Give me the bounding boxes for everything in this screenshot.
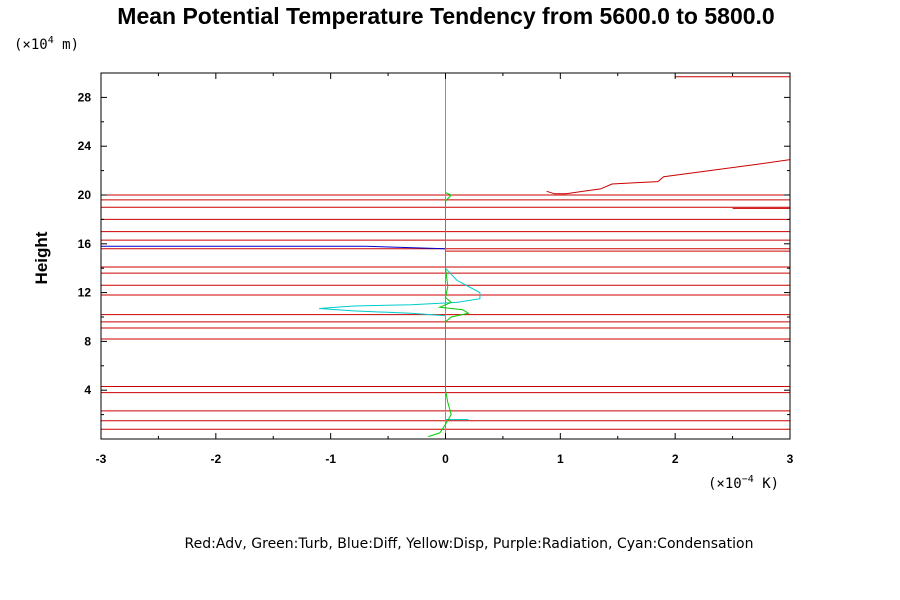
y-tick-label: 20 xyxy=(78,188,92,202)
chart-title: Mean Potential Temperature Tendency from… xyxy=(117,3,774,29)
y-axis-label: Height xyxy=(32,231,51,284)
x-tick-label: 0 xyxy=(442,452,449,466)
y-tick-label: 24 xyxy=(78,139,92,153)
x-unit-label: (×10−4 K) xyxy=(708,474,779,492)
x-unit-exponent: −4 xyxy=(742,474,754,485)
series-turb-line-0 xyxy=(428,192,470,438)
x-tick-label: 2 xyxy=(672,452,679,466)
series-turb xyxy=(428,192,470,438)
y-unit-exponent: 4 xyxy=(48,35,54,46)
series-diff-line-0 xyxy=(101,245,446,250)
y-unit-label: (×104 m) xyxy=(14,35,79,53)
series-condensation xyxy=(319,73,481,437)
series-adv-line-23 xyxy=(546,159,790,195)
x-tick-label: 1 xyxy=(557,452,564,466)
x-tick-label: -1 xyxy=(325,452,336,466)
y-tick-label: 4 xyxy=(84,383,91,397)
y-unit-prefix: (×10 xyxy=(14,37,48,53)
series-condensation-line-1 xyxy=(319,267,481,317)
series-layer xyxy=(101,73,790,439)
y-tick-label: 12 xyxy=(78,286,92,300)
x-unit-prefix: (×10 xyxy=(708,476,742,492)
legend: Red:Adv, Green:Turb, Blue:Diff, Yellow:D… xyxy=(185,536,754,552)
series-diff xyxy=(101,245,446,250)
y-tick-label: 16 xyxy=(78,237,92,251)
x-unit-suffix: K) xyxy=(754,476,779,492)
x-tick-label: 3 xyxy=(787,452,794,466)
y-tick-label: 28 xyxy=(78,90,92,104)
x-tick-label: -3 xyxy=(96,452,107,466)
x-tick-label: -2 xyxy=(210,452,221,466)
y-unit-suffix: m) xyxy=(54,37,79,53)
y-tick-label: 8 xyxy=(84,334,91,348)
